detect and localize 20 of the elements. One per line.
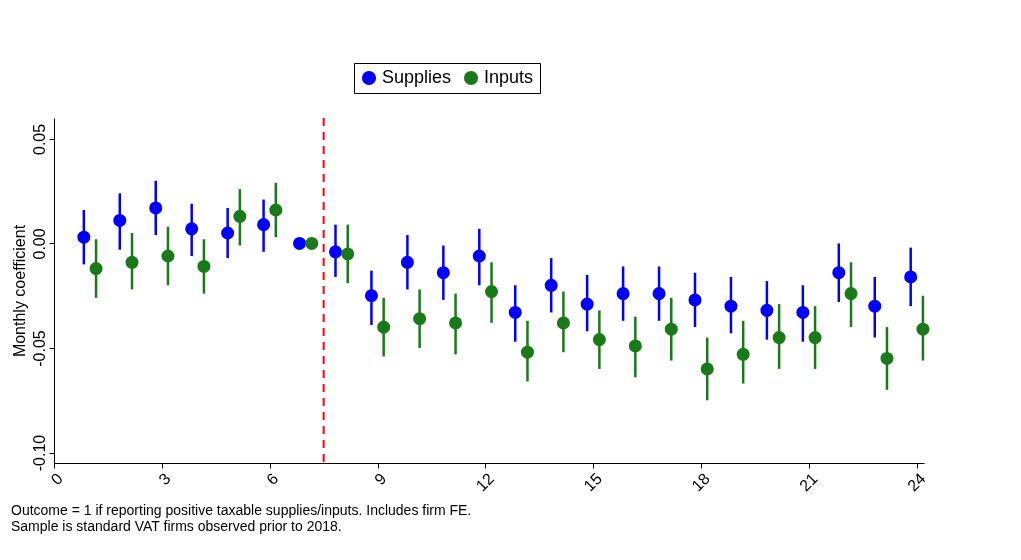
y-tick-label: 0.00: [30, 228, 48, 260]
x-tick-label: 0: [47, 469, 66, 489]
text: Outcome = 1 if reporting positive taxable supplies/inputs. Includes firm FE.: [11, 501, 472, 518]
y-tick-label: -0.10: [30, 434, 48, 472]
x-tick-label: 6: [263, 469, 282, 489]
point: [293, 236, 307, 250]
x-tick-label: 12: [472, 469, 498, 495]
y-tick-label: 0.05: [30, 123, 48, 155]
x-tick-label: 3: [155, 469, 174, 489]
legend-label: Supplies: [382, 67, 452, 87]
x-tick-label: 21: [796, 469, 821, 495]
legend-label: Inputs: [484, 67, 534, 87]
text: Sample is standard VAT firms observed prior to 2018.: [11, 517, 342, 534]
point: [305, 236, 319, 250]
x-tick-label: 24: [904, 469, 929, 495]
x-tick-label: 18: [688, 469, 713, 495]
y-axis-title: Monthly coefficient: [10, 224, 28, 358]
x-tick-label: 9: [371, 469, 390, 489]
y-tick-label: -0.05: [30, 330, 48, 367]
x-tick-label: 15: [580, 469, 606, 495]
